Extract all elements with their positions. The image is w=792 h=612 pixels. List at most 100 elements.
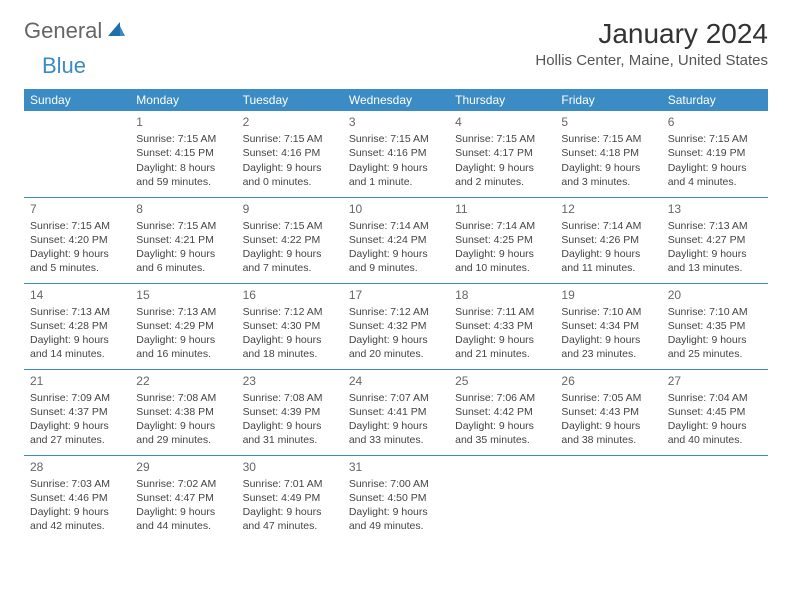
day-info-line: Daylight: 9 hours: [668, 419, 762, 433]
calendar-day-cell: 13Sunrise: 7:13 AMSunset: 4:27 PMDayligh…: [662, 197, 768, 283]
day-number: 31: [349, 459, 443, 475]
calendar-day-cell: 3Sunrise: 7:15 AMSunset: 4:16 PMDaylight…: [343, 111, 449, 197]
day-number: 9: [243, 201, 337, 217]
day-info-line: Sunset: 4:30 PM: [243, 319, 337, 333]
day-info-line: Sunset: 4:25 PM: [455, 233, 549, 247]
calendar-week-row: 1Sunrise: 7:15 AMSunset: 4:15 PMDaylight…: [24, 111, 768, 197]
day-info-line: and 38 minutes.: [561, 433, 655, 447]
day-number: 24: [349, 373, 443, 389]
calendar-day-cell: [24, 111, 130, 197]
day-info-line: and 1 minute.: [349, 175, 443, 189]
day-number: 28: [30, 459, 124, 475]
calendar-day-cell: 7Sunrise: 7:15 AMSunset: 4:20 PMDaylight…: [24, 197, 130, 283]
weekday-header-row: SundayMondayTuesdayWednesdayThursdayFrid…: [24, 89, 768, 111]
logo-text-blue: Blue: [42, 53, 86, 78]
day-number: 19: [561, 287, 655, 303]
day-number: 14: [30, 287, 124, 303]
day-info-line: Sunset: 4:39 PM: [243, 405, 337, 419]
day-number: 4: [455, 114, 549, 130]
day-info-line: Sunrise: 7:14 AM: [349, 219, 443, 233]
day-info-line: Daylight: 9 hours: [243, 161, 337, 175]
day-info-line: Daylight: 9 hours: [455, 419, 549, 433]
day-info-line: Sunset: 4:47 PM: [136, 491, 230, 505]
calendar-day-cell: 12Sunrise: 7:14 AMSunset: 4:26 PMDayligh…: [555, 197, 661, 283]
calendar-day-cell: 5Sunrise: 7:15 AMSunset: 4:18 PMDaylight…: [555, 111, 661, 197]
calendar-day-cell: 8Sunrise: 7:15 AMSunset: 4:21 PMDaylight…: [130, 197, 236, 283]
calendar-body: 1Sunrise: 7:15 AMSunset: 4:15 PMDaylight…: [24, 111, 768, 541]
weekday-header: Monday: [130, 89, 236, 111]
day-info-line: and 59 minutes.: [136, 175, 230, 189]
month-title: January 2024: [535, 18, 768, 50]
day-info-line: Daylight: 9 hours: [455, 161, 549, 175]
calendar-day-cell: [449, 455, 555, 541]
day-info-line: Daylight: 9 hours: [349, 505, 443, 519]
day-info-line: Sunset: 4:41 PM: [349, 405, 443, 419]
day-info-line: Daylight: 9 hours: [243, 505, 337, 519]
day-info-line: Sunrise: 7:15 AM: [561, 132, 655, 146]
day-info-line: Sunrise: 7:13 AM: [136, 305, 230, 319]
calendar-day-cell: 9Sunrise: 7:15 AMSunset: 4:22 PMDaylight…: [237, 197, 343, 283]
day-info-line: Sunrise: 7:10 AM: [668, 305, 762, 319]
day-info-line: Daylight: 9 hours: [668, 161, 762, 175]
day-info-line: Sunset: 4:33 PM: [455, 319, 549, 333]
day-info-line: and 35 minutes.: [455, 433, 549, 447]
weekday-header: Friday: [555, 89, 661, 111]
day-number: 23: [243, 373, 337, 389]
day-info-line: and 3 minutes.: [561, 175, 655, 189]
day-number: 2: [243, 114, 337, 130]
weekday-header: Wednesday: [343, 89, 449, 111]
day-info-line: Sunrise: 7:04 AM: [668, 391, 762, 405]
day-info-line: and 25 minutes.: [668, 347, 762, 361]
day-info-line: Daylight: 9 hours: [455, 247, 549, 261]
day-info-line: Sunset: 4:18 PM: [561, 146, 655, 160]
day-info-line: and 29 minutes.: [136, 433, 230, 447]
day-info-line: Sunrise: 7:05 AM: [561, 391, 655, 405]
day-number: 6: [668, 114, 762, 130]
day-info-line: Daylight: 9 hours: [30, 505, 124, 519]
day-info-line: Sunrise: 7:08 AM: [136, 391, 230, 405]
day-number: 18: [455, 287, 549, 303]
day-number: 25: [455, 373, 549, 389]
day-info-line: Sunrise: 7:06 AM: [455, 391, 549, 405]
day-info-line: Sunset: 4:21 PM: [136, 233, 230, 247]
calendar-day-cell: 15Sunrise: 7:13 AMSunset: 4:29 PMDayligh…: [130, 283, 236, 369]
day-info-line: Sunset: 4:17 PM: [455, 146, 549, 160]
calendar-day-cell: 28Sunrise: 7:03 AMSunset: 4:46 PMDayligh…: [24, 455, 130, 541]
day-info-line: and 18 minutes.: [243, 347, 337, 361]
day-info-line: and 23 minutes.: [561, 347, 655, 361]
logo: General: [24, 18, 128, 44]
day-number: 10: [349, 201, 443, 217]
day-info-line: Daylight: 9 hours: [455, 333, 549, 347]
day-info-line: Sunrise: 7:10 AM: [561, 305, 655, 319]
weekday-header: Tuesday: [237, 89, 343, 111]
calendar-day-cell: 1Sunrise: 7:15 AMSunset: 4:15 PMDaylight…: [130, 111, 236, 197]
weekday-header: Thursday: [449, 89, 555, 111]
day-number: 26: [561, 373, 655, 389]
day-number: 20: [668, 287, 762, 303]
day-info-line: Sunset: 4:27 PM: [668, 233, 762, 247]
calendar-day-cell: 30Sunrise: 7:01 AMSunset: 4:49 PMDayligh…: [237, 455, 343, 541]
day-info-line: Daylight: 9 hours: [668, 247, 762, 261]
day-info-line: Sunrise: 7:03 AM: [30, 477, 124, 491]
day-info-line: Sunset: 4:32 PM: [349, 319, 443, 333]
day-number: 1: [136, 114, 230, 130]
day-info-line: Sunset: 4:20 PM: [30, 233, 124, 247]
day-info-line: Sunset: 4:29 PM: [136, 319, 230, 333]
day-info-line: Sunrise: 7:15 AM: [243, 219, 337, 233]
day-info-line: Sunrise: 7:12 AM: [349, 305, 443, 319]
day-info-line: Daylight: 9 hours: [243, 419, 337, 433]
day-info-line: and 47 minutes.: [243, 519, 337, 533]
day-info-line: Daylight: 8 hours: [136, 161, 230, 175]
day-info-line: and 11 minutes.: [561, 261, 655, 275]
day-info-line: Daylight: 9 hours: [30, 247, 124, 261]
day-info-line: Sunset: 4:16 PM: [243, 146, 337, 160]
day-info-line: Sunrise: 7:01 AM: [243, 477, 337, 491]
calendar-day-cell: 2Sunrise: 7:15 AMSunset: 4:16 PMDaylight…: [237, 111, 343, 197]
day-info-line: Sunrise: 7:14 AM: [455, 219, 549, 233]
day-info-line: and 0 minutes.: [243, 175, 337, 189]
calendar-day-cell: 16Sunrise: 7:12 AMSunset: 4:30 PMDayligh…: [237, 283, 343, 369]
day-info-line: Daylight: 9 hours: [30, 333, 124, 347]
day-number: 12: [561, 201, 655, 217]
day-info-line: and 40 minutes.: [668, 433, 762, 447]
day-info-line: Sunset: 4:28 PM: [30, 319, 124, 333]
